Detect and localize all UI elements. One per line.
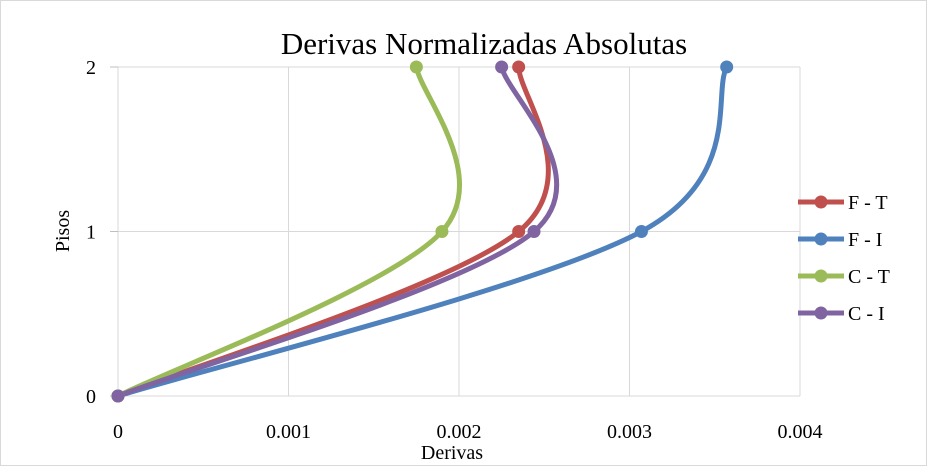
data-point-c-i — [111, 389, 125, 403]
data-point-c-t — [435, 225, 449, 238]
axis-ticks: 0 0.001 0.002 0.003 0.004 0 1 2 — [86, 57, 823, 443]
legend-label-f-t: F - T — [848, 192, 888, 214]
y-axis-title: Pisos — [52, 210, 74, 252]
x-tick-label: 0.004 — [778, 421, 823, 443]
legend-label-f-i: F - I — [848, 229, 882, 251]
x-tick-label: 0.002 — [437, 421, 482, 443]
legend-label-c-t: C - T — [848, 266, 890, 288]
legend-marker-c-i — [814, 306, 828, 320]
data-point-f-t — [512, 60, 526, 74]
data-point-c-i — [495, 60, 509, 74]
legend-label-c-i: C - I — [848, 303, 885, 325]
data-point-f-t — [512, 225, 526, 238]
chart-title: Derivas Normalizadas Absolutas — [281, 26, 687, 61]
x-tick-label: 0 — [113, 421, 123, 443]
x-tick-label: 0.001 — [266, 421, 311, 443]
series-line-f-i — [115, 64, 730, 399]
y-tick-label: 0 — [86, 386, 96, 408]
data-point-f-i — [634, 225, 648, 238]
y-tick-label: 2 — [86, 57, 96, 79]
x-axis-title: Derivas — [421, 442, 483, 464]
series-line-c-i — [115, 64, 560, 399]
legend: F - T F - I C - T C - I — [798, 192, 890, 325]
legend-marker-f-t — [814, 195, 828, 209]
series-line-c-t — [115, 64, 463, 399]
y-tick-label: 1 — [86, 222, 96, 244]
data-points — [111, 60, 734, 403]
data-point-f-i — [720, 60, 734, 74]
x-tick-label: 0.003 — [607, 421, 652, 443]
grid-lines — [110, 66, 801, 397]
series-lines — [115, 64, 730, 399]
legend-marker-c-t — [814, 269, 828, 283]
legend-marker-f-i — [814, 232, 828, 246]
data-point-c-i — [527, 225, 541, 238]
data-point-c-t — [409, 60, 423, 74]
